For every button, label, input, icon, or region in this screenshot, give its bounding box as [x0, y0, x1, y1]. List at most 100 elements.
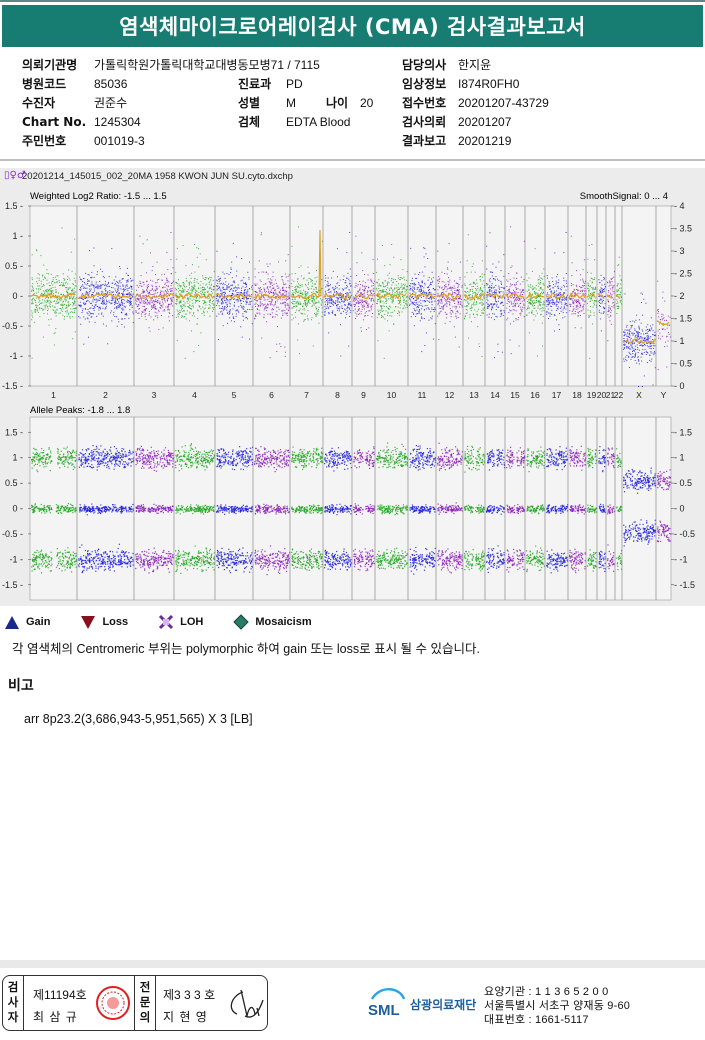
upper-scatter-point: [473, 301, 475, 303]
upper-scatter-point: [345, 280, 347, 282]
upper-scatter-point: [399, 302, 400, 304]
upper-scatter-point: [460, 295, 462, 297]
upper-scatter-point: [260, 234, 262, 236]
upper-scatter-point: [288, 307, 290, 309]
upper-scatter-point: [391, 289, 393, 291]
upper-scatter-point: [482, 303, 484, 305]
upper-scatter-point: [108, 276, 110, 278]
upper-scatter-point: [216, 280, 218, 282]
upper-scatter-point: [371, 281, 373, 283]
upper-scatter-point: [61, 303, 63, 305]
upper-scatter-point: [437, 292, 439, 294]
upper-scatter-point: [152, 306, 154, 308]
upper-scatter-point: [438, 305, 440, 307]
upper-scatter-point: [421, 290, 422, 292]
upper-scatter-point: [554, 292, 555, 294]
upper-scatter-point: [558, 294, 560, 296]
upper-scatter-point: [591, 244, 593, 245]
upper-scatter-point: [299, 284, 301, 286]
upper-scatter-point: [229, 298, 231, 300]
upper-scatter-point: [368, 287, 370, 289]
upper-scatter-point: [472, 292, 474, 294]
upper-scatter-point: [360, 293, 362, 295]
upper-scatter-point: [56, 275, 58, 277]
upper-scatter-point: [288, 286, 290, 288]
upper-scatter-point: [70, 293, 72, 295]
upper-scatter-point: [397, 292, 399, 294]
upper-scatter-point: [297, 300, 299, 302]
upper-scatter-point: [514, 296, 515, 298]
upper-scatter-point: [43, 294, 45, 296]
upper-scatter-point: [559, 313, 560, 315]
upper-scatter-point: [102, 291, 104, 293]
upper-scatter-point: [231, 277, 233, 279]
upper-scatter-point: [297, 292, 299, 294]
upper-scatter-point: [437, 250, 439, 252]
upper-scatter-point: [235, 289, 237, 291]
upper-scatter-point: [119, 307, 121, 309]
upper-scatter-point: [293, 291, 295, 293]
upper-scatter-point: [493, 313, 495, 315]
upper-scatter-point: [402, 283, 404, 285]
upper-scatter-point: [344, 304, 346, 306]
upper-scatter-point: [494, 296, 496, 298]
upper-scatter-point: [237, 286, 239, 288]
info-value: 20: [360, 96, 374, 110]
upper-scatter-point: [295, 316, 297, 318]
upper-scatter-point: [305, 291, 307, 293]
upper-scatter-point: [551, 302, 553, 304]
upper-scatter-point: [46, 306, 48, 308]
upper-scatter-point: [101, 284, 103, 286]
upper-scatter-point: [91, 313, 93, 315]
upper-scatter-point: [466, 298, 468, 300]
upper-scatter-point: [161, 290, 163, 292]
upper-scatter-point: [418, 313, 420, 314]
upper-scatter-point: [235, 287, 237, 289]
upper-scatter-point: [361, 293, 363, 295]
upper-scatter-point: [176, 309, 178, 311]
upper-scatter-point: [43, 285, 45, 287]
upper-scatter-point: [349, 282, 351, 284]
upper-scatter-point: [66, 312, 68, 314]
upper-scatter-point: [251, 300, 253, 302]
upper-scatter-point: [265, 305, 267, 307]
upper-scatter-point: [58, 280, 60, 281]
upper-scatter-point: [560, 307, 561, 309]
upper-scatter-point: [221, 300, 223, 301]
info-value: 가톨릭학원가톨릭대학교대병동모병71 / 7115: [94, 58, 320, 72]
upper-scatter-point: [358, 301, 360, 303]
upper-scatter-point: [502, 314, 504, 316]
upper-scatter-point: [274, 279, 276, 281]
upper-scatter-point: [546, 275, 548, 277]
upper-scatter-point: [397, 283, 399, 285]
upper-scatter-point: [204, 307, 206, 309]
info-field: 검사의뢰 20201207: [402, 113, 511, 132]
upper-scatter-point: [147, 292, 149, 294]
upper-scatter-point: [488, 279, 490, 281]
upper-scatter-point: [234, 298, 236, 300]
upper-scatter-point: [298, 226, 300, 228]
upper-scatter-point: [416, 306, 418, 307]
upper-scatter-point: [587, 290, 589, 291]
upper-scatter-point: [300, 290, 302, 292]
upper-scatter-point: [360, 327, 362, 329]
upper-scatter-point: [158, 311, 160, 313]
upper-scatter-point: [107, 343, 109, 345]
upper-scatter-point: [575, 306, 577, 308]
upper-scatter-point: [292, 299, 294, 301]
upper-scatter-point: [167, 291, 169, 293]
upper-scatter-point: [298, 309, 300, 311]
upper-scatter-point: [312, 301, 314, 303]
upper-scatter-point: [590, 293, 591, 294]
upper-scatter-point: [585, 280, 586, 282]
upper-scatter-point: [249, 302, 251, 304]
upper-scatter-point: [580, 304, 582, 306]
upper-scatter-point: [357, 291, 359, 293]
upper-scatter-point: [428, 319, 430, 321]
upper-scatter-point: [245, 300, 247, 302]
upper-scatter-point: [469, 316, 471, 318]
upper-scatter-point: [589, 297, 591, 299]
upper-scatter-point: [441, 287, 443, 289]
upper-scatter-point: [382, 290, 384, 292]
upper-scatter-point: [82, 284, 84, 286]
